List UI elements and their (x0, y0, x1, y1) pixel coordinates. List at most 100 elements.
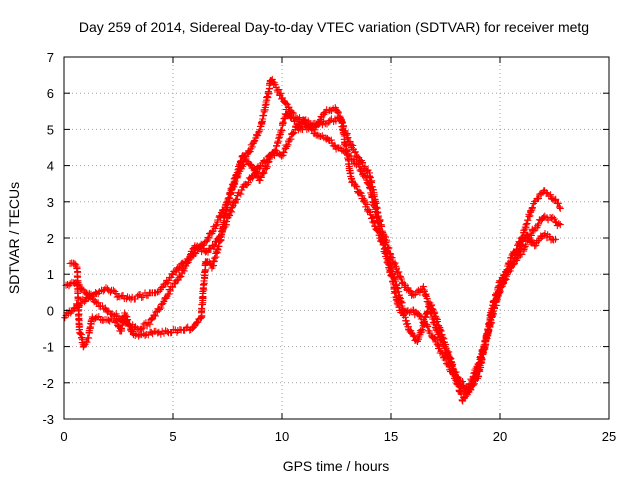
data-point (447, 358, 455, 366)
data-point (556, 204, 564, 212)
data-point (364, 180, 372, 188)
data-point (535, 195, 542, 202)
data-point (139, 293, 147, 301)
data-point (435, 322, 442, 330)
x-tick-label: 10 (275, 429, 289, 444)
data-point (163, 328, 171, 336)
data-point (434, 318, 442, 325)
data-point (248, 143, 256, 151)
data-point (437, 327, 445, 335)
data-point (317, 133, 325, 140)
data-point (278, 152, 286, 160)
x-tick-label: 15 (384, 429, 398, 444)
x-tick-label: 5 (169, 429, 176, 444)
data-point (77, 330, 85, 338)
data-point (394, 284, 402, 292)
data-point (170, 280, 178, 288)
data-point (351, 148, 359, 156)
y-tick-label: 0 (47, 303, 54, 318)
data-point (439, 333, 447, 341)
data-point (287, 135, 295, 143)
y-tick-label: 6 (47, 86, 54, 101)
data-point (241, 153, 249, 161)
data-point (469, 381, 477, 389)
data-point (477, 355, 485, 363)
data-point (123, 317, 131, 325)
data-point (113, 317, 121, 325)
data-point (326, 106, 334, 114)
data-point (406, 287, 414, 295)
data-point (454, 381, 462, 389)
data-point (392, 288, 399, 296)
data-point (87, 292, 95, 300)
axis-ticks (63, 56, 610, 420)
chart-grid (64, 57, 609, 419)
data-point (556, 203, 563, 211)
data-point (393, 284, 401, 292)
data-point (430, 335, 438, 342)
x-tick-label: 25 (602, 429, 616, 444)
data-point (204, 233, 212, 241)
data-point (208, 228, 216, 236)
data-point (154, 329, 162, 337)
data-point (361, 171, 369, 179)
data-point (260, 169, 268, 177)
data-point (416, 311, 424, 319)
data-point (374, 209, 382, 217)
data-point (92, 314, 99, 322)
y-tick-label: 1 (47, 267, 54, 282)
data-point (467, 386, 474, 394)
data-point (261, 101, 269, 109)
y-tick-label: -2 (42, 376, 54, 391)
data-point (80, 342, 88, 350)
data-point (552, 218, 559, 226)
data-point (177, 272, 185, 280)
data-point (555, 220, 563, 227)
data-point (288, 113, 296, 121)
data-point (266, 155, 274, 163)
data-point (327, 136, 335, 144)
data-point (391, 289, 399, 297)
data-point (507, 262, 515, 269)
data-point (225, 190, 233, 198)
data-point (205, 234, 213, 242)
x-axis-label: GPS time / hours (283, 458, 390, 474)
data-point (552, 235, 559, 243)
x-tick-label: 20 (493, 429, 507, 444)
data-point (267, 152, 275, 160)
data-point (245, 179, 252, 187)
data-point (273, 142, 281, 150)
data-point (382, 244, 389, 252)
data-point (226, 207, 234, 215)
data-point (194, 318, 202, 326)
y-tick-label: 4 (47, 159, 54, 174)
data-point (217, 212, 225, 220)
chart-title: Day 259 of 2014, Sidereal Day-to-day VTE… (79, 19, 589, 35)
data-point (139, 324, 147, 332)
data-point (473, 371, 480, 379)
data-point (289, 129, 297, 137)
data-point (346, 138, 354, 145)
data-point (323, 120, 331, 128)
data-point (275, 134, 283, 142)
data-point (547, 191, 555, 199)
data-point (212, 222, 220, 230)
data-point (357, 166, 365, 174)
data-point (259, 168, 267, 176)
data-point (396, 293, 403, 301)
data-point (311, 126, 319, 134)
data-point (257, 174, 265, 181)
data-point (549, 213, 557, 221)
data-point (386, 260, 394, 268)
data-point (442, 341, 450, 349)
y-tick-label: 5 (47, 122, 54, 137)
data-point (344, 134, 352, 142)
data-point (193, 319, 200, 327)
data-point (282, 106, 290, 113)
data-point (482, 333, 490, 341)
data-point (141, 332, 149, 339)
data-point (128, 326, 136, 334)
data-point (477, 354, 485, 362)
